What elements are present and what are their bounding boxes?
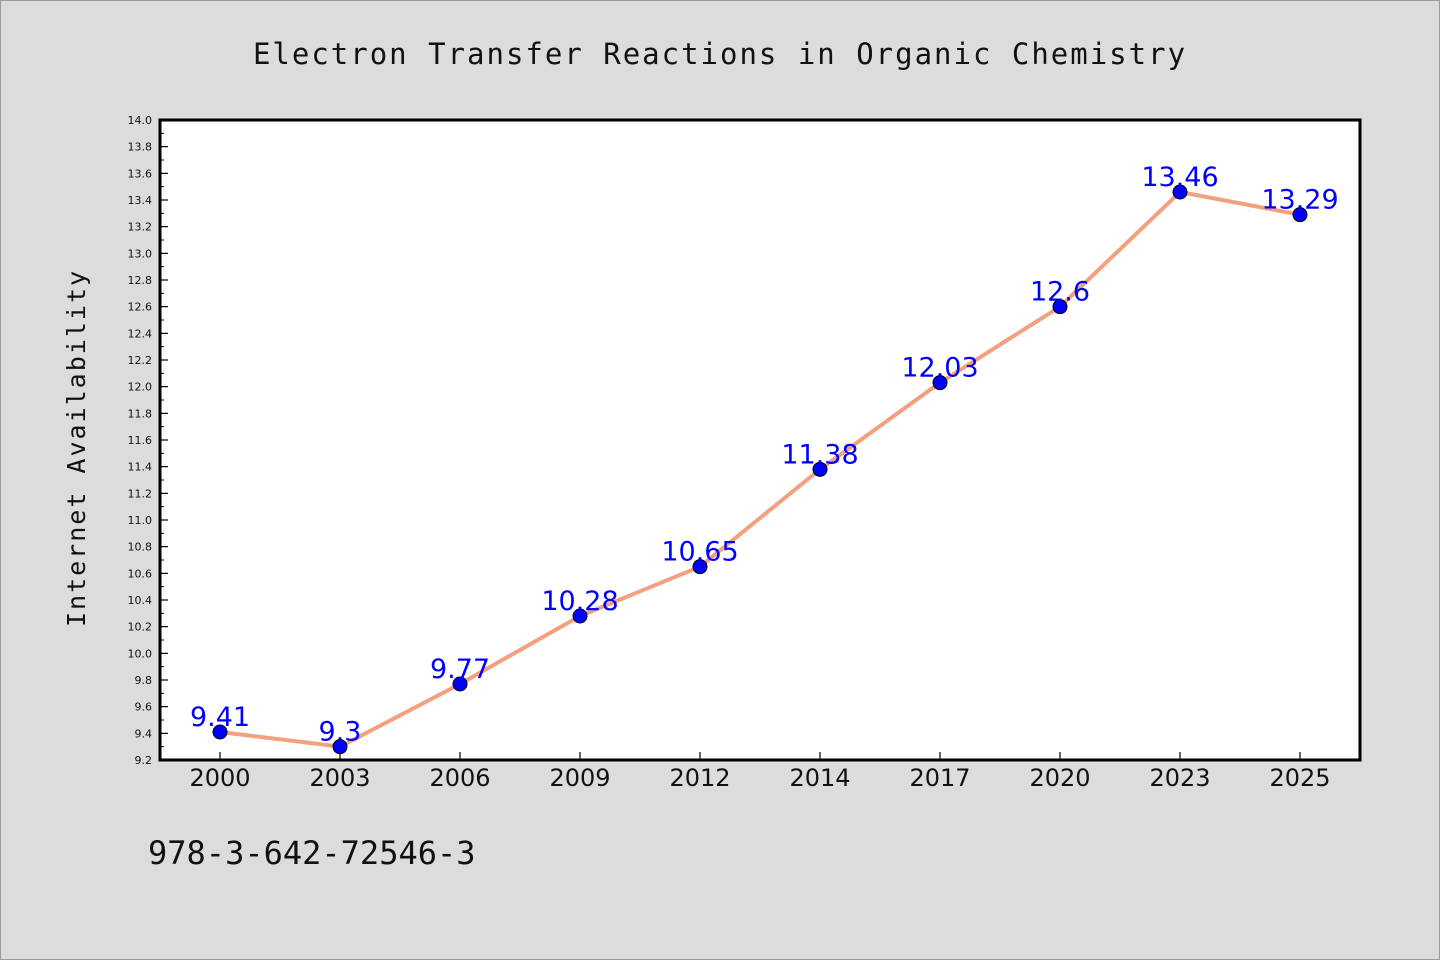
y-tick-label: 9.4 (135, 727, 153, 740)
data-point (812, 461, 828, 477)
data-label: 13.46 (1141, 162, 1218, 193)
y-tick-label: 13.8 (128, 141, 153, 154)
data-labels: 9.41 9.3 9.77 10.28 10.65 11.38 12.03 12.6 13.46… (190, 162, 1339, 748)
data-label: 10.65 (661, 537, 738, 568)
y-tick-label: 11.2 (128, 487, 153, 500)
data-point (932, 375, 948, 391)
y-tick-label: 12.4 (128, 327, 153, 340)
y-tick-label: 9.6 (135, 701, 153, 714)
y-tick-label: 11.0 (128, 514, 153, 527)
y-tick-label: 10.0 (128, 647, 153, 660)
y-tick-label: 13.6 (128, 167, 153, 180)
series-markers (212, 184, 1308, 755)
y-tick-label: 10.8 (128, 541, 153, 554)
y-tick-label: 9.8 (135, 674, 153, 687)
x-tick-label: 2014 (789, 764, 850, 792)
y-axis-ticks: 9.2 9.4 9.6 9.8 10.0 10.2 10.4 10.6 10.8 11.0 11.2… (128, 114, 168, 767)
data-label: 12.03 (901, 353, 978, 384)
data-point (1172, 184, 1188, 200)
data-label: 9.41 (190, 702, 250, 733)
data-label: 9.77 (430, 654, 490, 685)
y-tick-label: 12.2 (128, 354, 153, 367)
plot-area (158, 118, 1362, 762)
data-label: 13.29 (1261, 185, 1338, 216)
x-tick-label: 2017 (909, 764, 970, 792)
x-tick-label: 2025 (1269, 764, 1330, 792)
y-tick-label: 13.2 (128, 221, 153, 234)
x-tick-label: 2003 (309, 764, 370, 792)
isbn-text: 978-3-642-72546-3 (148, 834, 476, 872)
y-tick-label: 12.0 (128, 381, 153, 394)
data-label: 11.38 (781, 439, 858, 470)
y-tick-label: 10.6 (128, 567, 153, 580)
y-tick-label: 9.2 (135, 754, 153, 767)
data-label: 12.6 (1030, 277, 1090, 308)
data-point (212, 724, 228, 740)
x-axis-ticks: 2000 2003 2006 2009 2012 2014 2017 2020 2023 2025 (189, 752, 1331, 792)
x-tick-label: 2020 (1029, 764, 1090, 792)
y-tick-label: 13.0 (128, 247, 153, 260)
data-label: 9.3 (319, 717, 362, 748)
y-tick-label: 11.6 (128, 434, 153, 447)
x-tick-label: 2009 (549, 764, 610, 792)
y-tick-label: 10.2 (128, 621, 153, 634)
data-point (572, 608, 588, 624)
x-tick-label: 2012 (669, 764, 730, 792)
data-label: 10.28 (541, 586, 618, 617)
y-tick-label: 13.4 (128, 194, 153, 207)
data-point (1052, 299, 1068, 315)
x-tick-label: 2000 (189, 764, 250, 792)
series-line (218, 190, 1302, 749)
y-tick-label: 10.4 (128, 594, 153, 607)
data-point (452, 676, 468, 692)
y-tick-label: 12.8 (128, 274, 153, 287)
y-tick-label: 11.4 (128, 461, 153, 474)
y-tick-label: 11.8 (128, 407, 153, 420)
data-point (1292, 207, 1308, 223)
chart-title: Electron Transfer Reactions in Organic C… (253, 37, 1187, 71)
y-axis-label: Internet Availability (62, 269, 91, 627)
y-tick-label: 12.6 (128, 301, 153, 314)
y-tick-label: 14.0 (128, 114, 153, 127)
data-point (692, 559, 708, 575)
data-point (332, 739, 348, 755)
x-tick-label: 2006 (429, 764, 490, 792)
x-tick-label: 2023 (1149, 764, 1210, 792)
